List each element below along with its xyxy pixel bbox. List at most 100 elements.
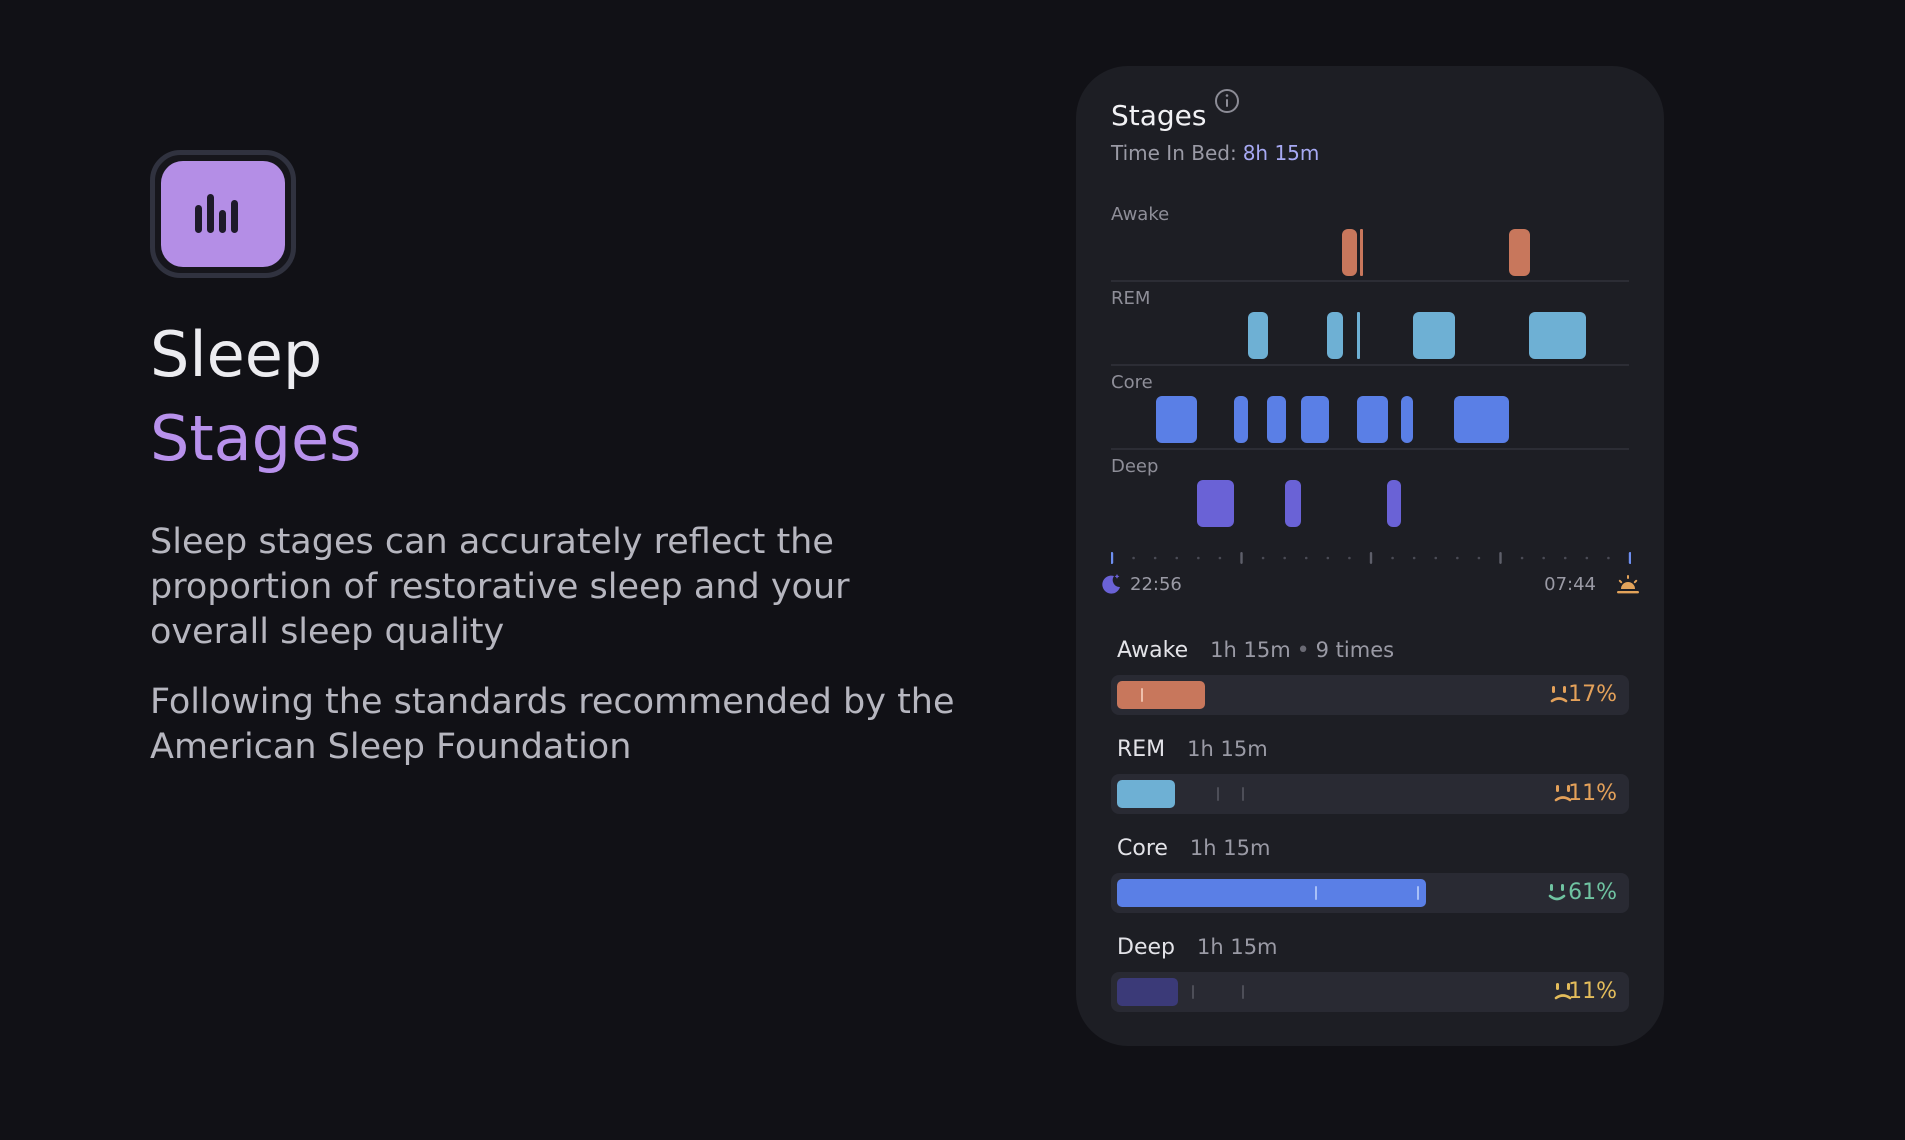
card-title: Stages <box>1111 99 1207 132</box>
time-in-bed: Time In Bed: 8h 15m <box>1111 141 1319 165</box>
neutral-face-icon <box>1554 983 1572 1000</box>
axis-tick <box>1542 556 1545 560</box>
lane-divider <box>1111 448 1629 450</box>
bar-marker <box>1417 886 1419 900</box>
lane-label-core: Core <box>1111 372 1153 393</box>
app-icon <box>150 150 296 278</box>
core-segment <box>1234 396 1248 443</box>
axis-tick <box>1197 556 1200 560</box>
axis-tick <box>1607 556 1610 560</box>
core-segment <box>1454 396 1509 443</box>
axis-tick <box>1218 556 1222 560</box>
axis-tick <box>1391 556 1394 560</box>
stage-bar-deep: 11% <box>1111 972 1629 1012</box>
awake-segment <box>1342 229 1357 276</box>
rem-segment <box>1327 312 1343 359</box>
bar-chart-icon <box>150 150 296 278</box>
axis-tick <box>1628 552 1631 564</box>
description-paragraph: Sleep stages can accurately reflect the … <box>150 522 850 652</box>
axis-tick <box>1111 552 1114 564</box>
bar-marker <box>1242 787 1244 801</box>
axis-tick <box>1456 556 1459 560</box>
rem-segment <box>1248 312 1268 359</box>
info-icon[interactable] <box>1214 88 1240 114</box>
lane-divider <box>1111 364 1629 366</box>
awake-segment <box>1509 229 1530 276</box>
axis-tick <box>1326 556 1330 560</box>
axis-tick <box>1304 556 1308 560</box>
axis-tick <box>1283 556 1286 560</box>
separator-dot: • <box>1296 638 1310 663</box>
lane-divider <box>1111 280 1629 282</box>
deep-segment <box>1387 480 1401 527</box>
awake-segment <box>1360 229 1363 276</box>
stage-bar-core: 61% <box>1111 873 1629 913</box>
sleep-start-time: 22:56 <box>1130 574 1182 595</box>
stage-duration: 1h 15m <box>1187 737 1268 761</box>
stage-header-awake: Awake 1h 15m • 9 times <box>1117 638 1394 663</box>
stage-percent: 11% <box>1568 979 1617 1004</box>
neutral-face-icon <box>1550 686 1568 703</box>
stage-name: Core <box>1117 836 1168 861</box>
wake-time: 07:44 <box>1544 574 1596 595</box>
axis-tick <box>1153 556 1157 560</box>
core-segment <box>1401 396 1413 443</box>
bar-marker <box>1242 985 1244 999</box>
core-segment <box>1156 396 1197 443</box>
axis-tick <box>1412 556 1416 560</box>
stage-duration: 1h 15m <box>1210 638 1291 662</box>
neutral-face-icon <box>1554 785 1572 802</box>
core-segment <box>1357 396 1388 443</box>
stage-bar-rem: 11% <box>1111 774 1629 814</box>
lane-label-deep: Deep <box>1111 456 1159 477</box>
bar-marker <box>1315 886 1317 900</box>
standards-paragraph: Following the standards recommended by t… <box>150 682 955 767</box>
sunrise-icon <box>1617 575 1639 594</box>
happy-face-icon <box>1548 884 1566 901</box>
axis-tick <box>1520 556 1524 560</box>
stage-bar-fill <box>1117 681 1205 709</box>
stage-bar-fill <box>1117 978 1178 1006</box>
core-segment <box>1301 396 1329 443</box>
core-segment <box>1267 396 1286 443</box>
rem-segment <box>1413 312 1455 359</box>
bar-marker <box>1192 985 1194 999</box>
stage-name: Deep <box>1117 935 1175 960</box>
axis-tick <box>1369 552 1373 564</box>
stage-duration: 1h 15m <box>1189 836 1271 860</box>
stage-header-rem: REM 1h 15m <box>1117 737 1268 762</box>
page-title-stages: Stages <box>150 402 362 475</box>
time-in-bed-value: 8h 15m <box>1242 141 1320 165</box>
axis-tick <box>1499 552 1502 564</box>
stage-bar-fill <box>1117 879 1426 907</box>
deep-segment <box>1285 480 1301 527</box>
stage-percent: 61% <box>1568 880 1617 905</box>
stage-header-deep: Deep 1h 15m <box>1117 935 1278 960</box>
stage-name: Awake <box>1117 638 1189 663</box>
awake-count: 9 times <box>1315 638 1395 662</box>
stage-header-core: Core 1h 15m <box>1117 836 1270 861</box>
axis-tick <box>1132 556 1135 560</box>
time-in-bed-label: Time In Bed: <box>1111 141 1237 165</box>
rem-segment <box>1529 312 1586 359</box>
deep-segment <box>1197 480 1234 527</box>
lane-label-awake: Awake <box>1111 204 1170 225</box>
bar-marker <box>1217 787 1219 801</box>
rem-segment <box>1357 312 1360 359</box>
lane-label-rem: REM <box>1111 288 1151 309</box>
axis-tick <box>1175 556 1179 560</box>
page-title-sleep: Sleep <box>150 318 323 391</box>
axis-tick <box>1434 556 1438 560</box>
stage-percent: 17% <box>1568 682 1617 707</box>
bar-marker <box>1141 688 1143 702</box>
moon-icon <box>1102 574 1120 594</box>
axis-tick <box>1348 556 1351 560</box>
time-axis <box>1111 552 1631 564</box>
axis-tick <box>1240 552 1243 564</box>
axis-tick <box>1261 556 1265 560</box>
axis-tick <box>1585 556 1589 560</box>
axis-tick <box>1563 556 1567 560</box>
stage-name: REM <box>1117 737 1166 762</box>
stage-bar-fill <box>1117 780 1175 808</box>
stage-duration: 1h 15m <box>1196 935 1278 959</box>
